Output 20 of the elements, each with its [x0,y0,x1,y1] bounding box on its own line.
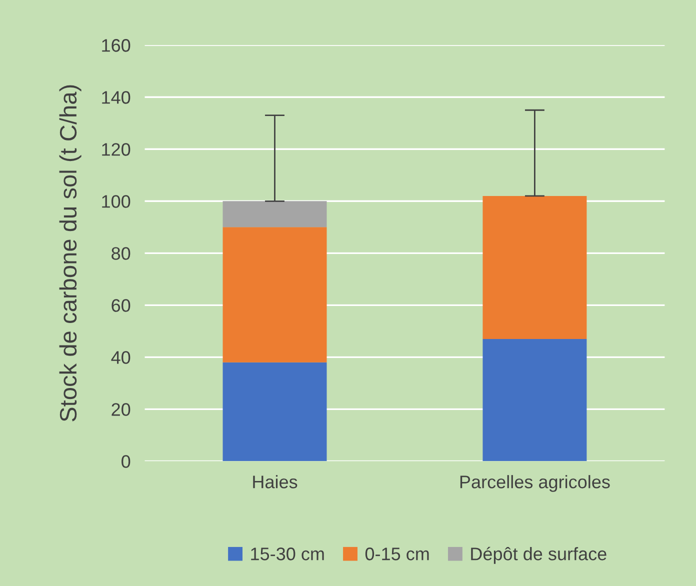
y-axis-title: Stock de carbone du sol (t C/ha) [59,85,82,422]
y-tick-label: 80 [112,247,130,260]
y-tick-label: 120 [102,143,130,156]
x-tick-label: Parcelles agricoles [460,475,610,492]
y-tick-label: 0 [122,455,130,468]
y-tick-label: 20 [112,403,130,416]
legend-label: 0-15 cm [365,548,429,560]
y-tick-label: 100 [102,195,130,208]
bar [222,201,327,228]
y-tick-label: 40 [111,351,130,364]
bar [222,362,327,462]
bar [482,338,587,462]
y-tick-label: 160 [102,39,130,52]
legend-label: 15-30 cm [251,548,324,560]
bar [482,196,587,339]
bar [222,227,327,362]
legend-label: Dépôt de surface [471,546,606,564]
y-tick-label: 140 [102,91,130,104]
y-tick-label: 60 [112,299,130,312]
x-tick-label: Haies [253,475,298,488]
